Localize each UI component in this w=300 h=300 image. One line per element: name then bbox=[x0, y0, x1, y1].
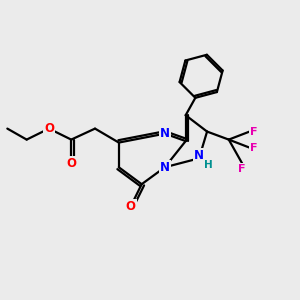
Text: F: F bbox=[238, 164, 246, 174]
Text: F: F bbox=[250, 127, 258, 136]
Text: H: H bbox=[204, 160, 212, 170]
Text: N: N bbox=[194, 149, 204, 162]
Text: O: O bbox=[66, 157, 76, 170]
Text: O: O bbox=[44, 122, 54, 135]
Text: N: N bbox=[160, 127, 170, 140]
Text: F: F bbox=[250, 142, 258, 153]
Text: N: N bbox=[160, 161, 170, 174]
Text: O: O bbox=[126, 200, 136, 213]
